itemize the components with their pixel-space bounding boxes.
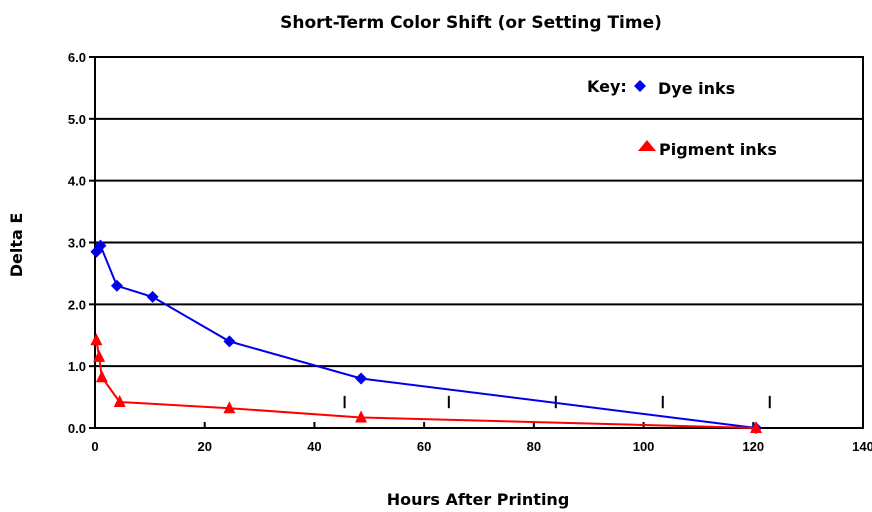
y-tick-label: 6.0 [68, 50, 86, 65]
x-tick-label: 20 [197, 439, 211, 454]
data-point [110, 279, 123, 292]
legend-dye-label: Dye inks [658, 79, 735, 98]
y-tick-label: 3.0 [68, 236, 86, 251]
data-point [90, 333, 103, 346]
extra-tick-marks [343, 395, 771, 409]
y-tick-label: 5.0 [68, 112, 86, 127]
y-axis-title: Delta E [7, 213, 26, 278]
legend-pigment-label: Pigment inks [659, 140, 777, 159]
data-point [355, 410, 368, 423]
legend: Key: Dye inks Pigment inks [587, 77, 777, 159]
y-tick-label: 1.0 [68, 359, 86, 374]
series-layer [90, 239, 763, 434]
y-tick-label: 4.0 [68, 174, 86, 189]
data-point [146, 290, 159, 303]
y-axis-ticks: 0.0 1.0 2.0 3.0 4.0 5.0 6.0 [68, 50, 95, 436]
x-tick-label: 120 [742, 439, 764, 454]
legend-dye-marker [634, 80, 646, 92]
grid-lines [95, 56, 863, 429]
legend-pigment-marker [638, 140, 656, 151]
x-axis-title: Hours After Printing [387, 490, 570, 509]
data-point [223, 401, 236, 414]
data-point [93, 349, 106, 362]
y-tick-label: 2.0 [68, 297, 86, 312]
data-point [113, 395, 126, 408]
x-tick-label: 0 [91, 439, 98, 454]
data-point [223, 335, 236, 348]
x-tick-label: 80 [527, 439, 541, 454]
series-pigment-inks [90, 333, 763, 433]
data-point [94, 239, 107, 252]
data-point [95, 370, 108, 383]
x-tick-label: 100 [633, 439, 655, 454]
legend-key-title: Key: [587, 77, 627, 96]
x-tick-label: 140 [852, 439, 872, 454]
chart-title: Short-Term Color Shift (or Setting Time) [280, 13, 662, 33]
y-tick-label: 0.0 [68, 421, 86, 436]
series-dye-inks [90, 239, 763, 434]
x-tick-label: 60 [417, 439, 431, 454]
x-tick-label: 40 [307, 439, 321, 454]
data-point [750, 421, 763, 433]
series-line [95, 243, 757, 429]
data-point [355, 372, 368, 385]
